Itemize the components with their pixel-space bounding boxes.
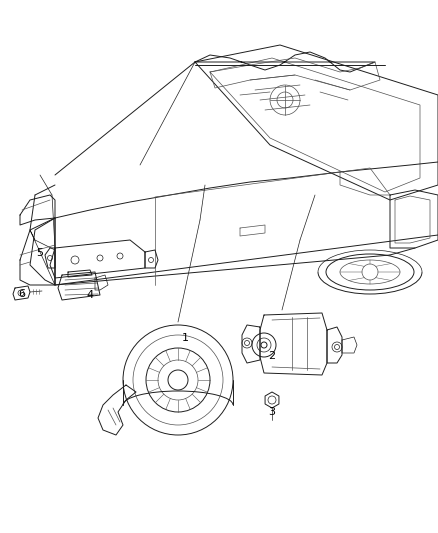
Text: 6: 6 [18, 289, 25, 299]
Text: 2: 2 [268, 351, 276, 361]
Text: 5: 5 [36, 248, 43, 258]
Text: 3: 3 [268, 407, 276, 417]
Text: 1: 1 [181, 333, 188, 343]
Text: 4: 4 [86, 290, 94, 300]
